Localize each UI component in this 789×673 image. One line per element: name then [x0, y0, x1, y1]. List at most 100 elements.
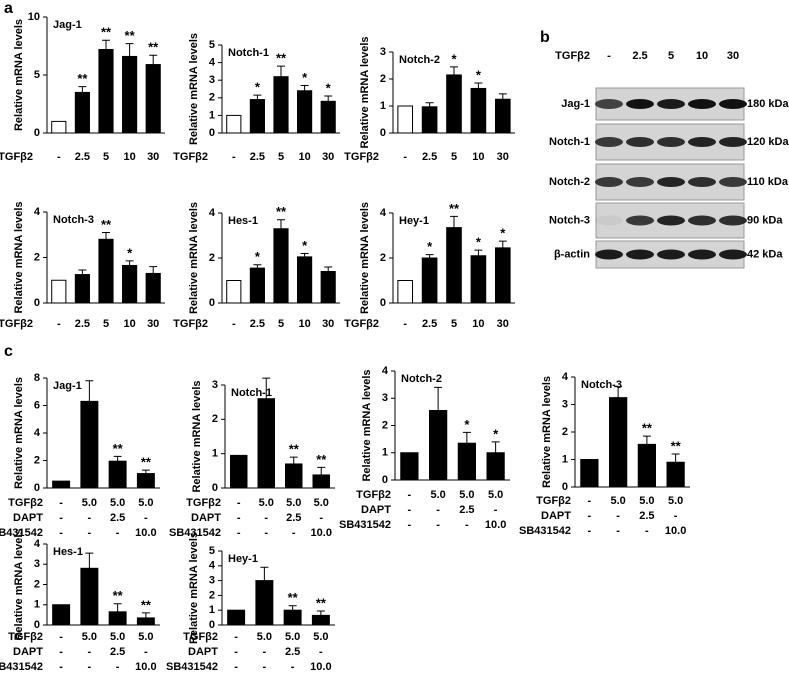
bar — [285, 463, 303, 489]
blot-band — [595, 215, 623, 226]
chart-title: Jag-1 — [53, 380, 82, 392]
bar — [470, 255, 487, 304]
error-bar — [253, 264, 262, 269]
error-bar — [300, 84, 309, 91]
panel-label: b — [540, 29, 550, 46]
blot-lane-label: 10 — [696, 50, 708, 62]
error-bar — [324, 95, 333, 102]
significance-label: ** — [642, 421, 653, 436]
error-bar — [253, 94, 262, 100]
condition-value: 2.5 — [422, 151, 437, 163]
error-bar — [141, 469, 150, 474]
blot-band — [657, 177, 685, 187]
condition-label: TGFβ2 — [0, 318, 33, 330]
condition-value: 2.5 — [250, 318, 265, 330]
y-tick-label: 3 — [562, 398, 568, 410]
significance-label: ** — [101, 25, 112, 40]
bar — [80, 567, 99, 626]
condition-value: 2.5 — [459, 504, 474, 516]
blot-band — [688, 99, 716, 109]
error-bar — [474, 249, 483, 256]
y-axis-label: Relative mRNA levels — [191, 380, 203, 492]
y-tick-label: 0 — [34, 297, 40, 309]
chart-title: Hes-1 — [53, 546, 83, 558]
blot-band — [657, 215, 685, 226]
condition-label: DAPT — [13, 646, 43, 658]
bar — [230, 454, 248, 489]
bar — [122, 264, 138, 304]
significance-label: ** — [316, 452, 327, 467]
blot-band — [719, 177, 747, 187]
bar — [226, 280, 242, 304]
blot-size-label: 110 kDa — [747, 176, 789, 188]
error-bar — [149, 266, 158, 274]
y-tick-label: 3 — [209, 74, 215, 86]
significance-label: ** — [288, 590, 299, 605]
y-tick-label: 4 — [562, 371, 569, 383]
blot-band — [626, 99, 654, 109]
y-tick-label: 4 — [380, 207, 387, 219]
condition-value: - — [234, 631, 238, 643]
condition-value: - — [88, 661, 92, 673]
chart-title: Hey-1 — [228, 553, 258, 565]
blot-size-label: 90 kDa — [747, 214, 783, 226]
blot-protein-label: β-actin — [554, 248, 590, 260]
condition-value: 5.0 — [313, 631, 328, 643]
bar — [136, 473, 155, 489]
y-tick-label: 4 — [382, 365, 389, 377]
condition-value: 5.0 — [668, 495, 683, 507]
condition-value: - — [263, 661, 267, 673]
error-bar — [78, 269, 87, 275]
bar — [273, 228, 289, 304]
chart-title: Notch-3 — [53, 214, 94, 226]
bar — [255, 580, 274, 626]
y-tick-label: 3 — [212, 379, 218, 391]
significance-label: ** — [113, 441, 124, 456]
condition-value: 2.5 — [110, 646, 125, 658]
y-tick-label: 10 — [28, 11, 40, 23]
condition-label: SB431542 — [0, 661, 43, 673]
condition-value: 30 — [497, 318, 509, 330]
bar — [136, 617, 155, 626]
y-axis-label: Relative mRNA levels — [359, 36, 371, 148]
y-axis-label: Relative mRNA levels — [188, 33, 200, 145]
condition-label: DAPT — [188, 646, 218, 658]
y-tick-label: 2 — [209, 92, 215, 104]
condition-label: TGFβ2 — [173, 151, 208, 163]
y-tick-label: 1 — [212, 448, 218, 460]
condition-label: TGFβ2 — [8, 631, 43, 643]
condition-value: 2.5 — [285, 646, 300, 658]
y-tick-label: 0 — [34, 619, 40, 631]
y-tick-label: 2 — [209, 589, 215, 601]
y-tick-label: 1 — [562, 453, 568, 465]
chart-title: Hey-1 — [399, 215, 429, 227]
bar — [470, 87, 487, 134]
error-bar — [277, 65, 285, 77]
condition-label: DAPT — [541, 510, 571, 522]
y-tick-label: 0 — [212, 482, 218, 494]
significance-label: ** — [449, 201, 460, 216]
condition-label: DAPT — [191, 512, 221, 524]
condition-value: 10 — [472, 151, 484, 163]
error-bar — [85, 380, 94, 402]
condition-value: - — [237, 527, 241, 539]
significance-label: ** — [101, 217, 112, 232]
bar — [98, 48, 114, 134]
y-tick-label: 8 — [34, 372, 40, 384]
condition-value: 30 — [322, 318, 334, 330]
y-axis-label: Relative mRNA levels — [359, 202, 371, 314]
bar — [494, 98, 511, 134]
y-axis-label: Relative mRNA levels — [13, 201, 25, 313]
y-tick-label: 3 — [34, 558, 40, 570]
y-tick-label: 4 — [34, 427, 41, 439]
bar — [320, 100, 336, 134]
condition-value: 10.0 — [135, 661, 156, 673]
condition-value: 5.0 — [259, 497, 274, 509]
bar — [145, 64, 161, 134]
blot-band — [719, 215, 747, 226]
chart-title: Hes-1 — [228, 215, 258, 227]
significance-label: * — [127, 245, 133, 260]
significance-label: * — [476, 235, 482, 250]
bar — [421, 106, 438, 134]
condition-label: TGFβ2 — [173, 318, 208, 330]
